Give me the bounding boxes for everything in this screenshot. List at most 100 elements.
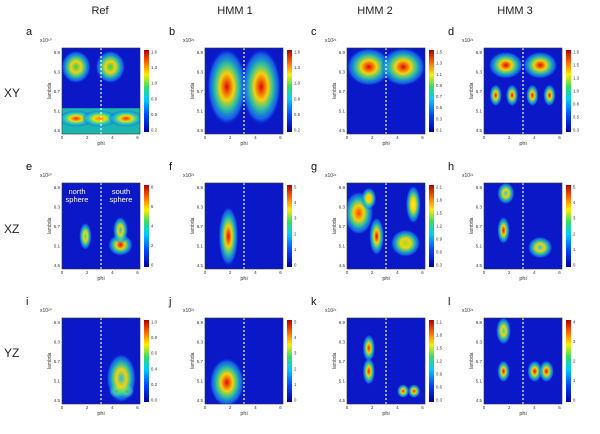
colorbar-tick-label: 0.8 xyxy=(573,102,580,107)
x-tick-label: 6 xyxy=(558,405,561,410)
heatmap-hotspot xyxy=(538,360,554,383)
heatmap-hotspot xyxy=(108,110,140,127)
panel-letter-d: d xyxy=(448,26,455,38)
y-tick-label: 6.9 xyxy=(339,185,346,190)
y-tick-label: 6.9 xyxy=(54,50,61,55)
x-tick-label: 0 xyxy=(204,135,207,140)
x-tick-label: 6 xyxy=(558,135,561,140)
colorbar xyxy=(287,50,292,132)
y-tick-label: 5.7 xyxy=(476,359,483,364)
y-tick-label: 6.9 xyxy=(54,185,61,190)
heatmap-hotspot xyxy=(361,187,377,210)
x-tick-label: 2 xyxy=(371,135,374,140)
panel-letter-i: i xyxy=(26,296,29,308)
y-tick-label: 6.9 xyxy=(339,320,346,325)
colorbar-tick-label: 0 xyxy=(294,263,297,268)
colorbar xyxy=(566,50,571,132)
colorbar-tick-label: 1.0 xyxy=(151,320,158,325)
x-tick-label: 4 xyxy=(111,270,114,275)
heatmap-hotspot xyxy=(405,185,421,224)
x-tick-label: 2 xyxy=(508,405,511,410)
colorbar-tick-label: 4 xyxy=(294,200,297,205)
colorbar-tick-label: 1.3 xyxy=(151,65,158,70)
panel-letter-f: f xyxy=(169,161,173,173)
x-tick-label: 6 xyxy=(136,135,139,140)
colorbar-tick-label: 0.5 xyxy=(294,112,301,117)
x-tick-label: 2 xyxy=(86,270,89,275)
colorbar-tick-label: 1.1 xyxy=(436,72,443,77)
colorbar-tick-label: 0.2 xyxy=(151,128,158,133)
colorbar-tick-label: 0.2 xyxy=(294,128,301,133)
y-tick-label: 4.5 xyxy=(54,263,61,268)
colorbar-tick-label: 0.1 xyxy=(436,128,443,133)
colorbar-tick-label: 3 xyxy=(294,351,297,356)
heatmap-hotspot xyxy=(407,384,421,398)
colorbar-tick-label: 6 xyxy=(151,204,154,209)
heatmap-hotspot xyxy=(396,384,410,398)
y-axis-label: lambda xyxy=(332,82,338,99)
colorbar-tick-label: 2 xyxy=(573,231,576,236)
y-axis-label: lambda xyxy=(190,352,196,369)
y-tick-label: 6.3 xyxy=(339,69,346,74)
exponent-label-d: x10²¹ xyxy=(462,38,474,44)
colorbar xyxy=(429,50,434,132)
annotation-north-sphere: north sphere xyxy=(65,187,89,204)
panel-letter-h: h xyxy=(448,161,455,173)
exponent-label-f: x10²¹ xyxy=(183,173,195,179)
x-tick-label: 6 xyxy=(136,405,139,410)
x-tick-label: 2 xyxy=(508,270,511,275)
y-tick-label: 5.1 xyxy=(476,108,483,113)
y-axis-label: lambda xyxy=(47,217,53,234)
heatmap-hotspot xyxy=(347,48,392,87)
y-tick-label: 5.1 xyxy=(197,108,204,113)
y-tick-label: 5.1 xyxy=(339,108,346,113)
y-tick-label: 4.5 xyxy=(54,128,61,133)
colorbar-tick-label: 8 xyxy=(151,185,154,190)
panel-letter-a: a xyxy=(26,26,33,38)
y-tick-label: 4.5 xyxy=(339,263,346,268)
heatmap-hotspot xyxy=(527,360,543,383)
panel-letter-j: j xyxy=(169,296,172,308)
colorbar-tick-label: 1.5 xyxy=(573,63,580,68)
heatmap-panel-g: 4.5 5.1 5.7 6.3 6.9 lambda 0 2 4 6 phi 2.1 1.8 1.5 1.2… xyxy=(332,182,443,282)
colorbar-tick-label: 3 xyxy=(294,216,297,221)
y-axis-label: lambda xyxy=(469,82,475,99)
heatmap-hotspot xyxy=(505,84,519,107)
heatmap-hotspot xyxy=(527,236,553,259)
x-tick-label: 6 xyxy=(279,405,282,410)
x-tick-label: 4 xyxy=(111,405,114,410)
y-tick-label: 4.5 xyxy=(476,263,483,268)
heatmap-hotspot xyxy=(206,48,247,126)
heatmap-panel-h: 4.5 5.1 5.7 6.3 6.9 lambda 0 2 4 6 phi 5 4 3 2 1 0 xyxy=(469,182,576,282)
colorbar-tick-label: 2.1 xyxy=(436,185,443,190)
colorbar-tick-label: 2 xyxy=(573,359,576,364)
colorbar-tick-label: 0.0 xyxy=(151,398,158,403)
panel-letter-k: k xyxy=(311,296,317,308)
exponent-label-b: x10²¹ xyxy=(183,38,195,44)
y-tick-label: 5.1 xyxy=(54,108,61,113)
y-axis-label: lambda xyxy=(332,217,338,234)
x-tick-label: 4 xyxy=(396,135,399,140)
x-axis-label: phi xyxy=(519,411,526,417)
colorbar-tick-label: 5 xyxy=(294,320,297,325)
x-tick-label: 4 xyxy=(396,405,399,410)
y-tick-label: 5.7 xyxy=(54,224,61,229)
colorbar-tick-label: 0.3 xyxy=(436,263,443,268)
colorbar xyxy=(287,320,292,402)
x-axis-label: phi xyxy=(97,141,104,147)
colorbar-tick-label: 0.6 xyxy=(436,385,443,390)
y-tick-label: 6.3 xyxy=(197,69,204,74)
x-tick-label: 2 xyxy=(371,270,374,275)
heatmap-hotspot xyxy=(543,84,556,107)
column-header-hmm1: HMM 1 xyxy=(217,5,253,17)
colorbar-tick-label: 0.8 xyxy=(294,96,301,101)
x-tick-label: 0 xyxy=(61,135,64,140)
heatmap-panel-k: 4.5 5.1 5.7 6.3 6.9 lambda 0 2 4 6 phi 2.1 1.8 1.5 1.2… xyxy=(332,317,443,417)
y-tick-label: 6.9 xyxy=(339,50,346,55)
panel-letter-c: c xyxy=(311,26,317,38)
x-tick-label: 4 xyxy=(254,405,257,410)
colorbar-tick-label: 1.3 xyxy=(294,65,301,70)
colorbar xyxy=(566,320,571,402)
exponent-label-h: x10²¹ xyxy=(462,173,474,179)
y-tick-label: 6.3 xyxy=(197,204,204,209)
